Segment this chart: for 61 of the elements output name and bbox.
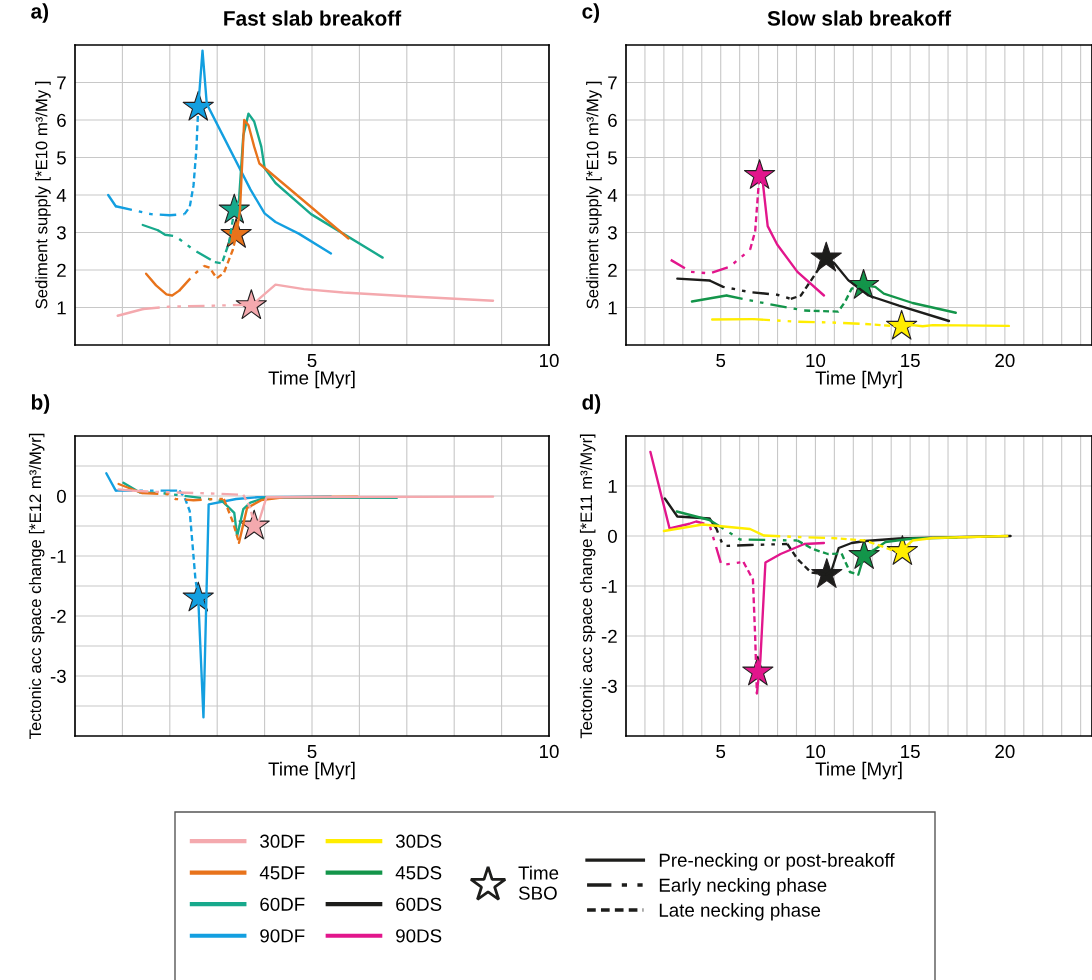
y-tick-label: 0 [56, 489, 66, 503]
y-tick-label: 5 [607, 151, 617, 165]
x-tick-label: 20 [995, 353, 1015, 368]
legend-label: 90DF [260, 929, 305, 943]
legend-label: Pre-necking or post-breakoff [659, 853, 895, 871]
y-tick-label: 1 [608, 479, 617, 493]
y-axis-title: Tectonic acc space change [*E12 m³/Myr] [28, 433, 45, 739]
y-tick-label: 3 [607, 226, 617, 240]
x-tick-label: 15 [901, 745, 920, 759]
legend-label: 45DF [259, 866, 305, 880]
x-tick-label: 10 [540, 353, 559, 368]
x-axis-title: Time [Myr] [268, 761, 355, 780]
y-axis-title: Sediment supply [*E10 m³/My ] [586, 81, 602, 309]
legend-label: 30DS [395, 834, 442, 848]
legend-label: 30DF [260, 834, 305, 848]
y-tick-label: 6 [608, 113, 617, 127]
y-tick-label: 2 [57, 263, 66, 277]
text: a) [31, 3, 49, 23]
legend-label: 60DS [396, 897, 442, 911]
legend-label: 45DS [395, 866, 442, 880]
x-axis-title: Time [Myr] [815, 370, 902, 389]
legend-label: 90DS [396, 929, 442, 943]
chart-title: Fast slab breakoff [224, 10, 402, 26]
y-tick-label: 2 [608, 263, 617, 277]
x-tick-label: 15 [901, 354, 920, 368]
y-tick-label: -1 [601, 579, 617, 593]
legend-label: Early necking phase [659, 878, 827, 896]
y-axis-title: Sediment supply [*E10 m³/My ] [35, 81, 51, 309]
y-tick-label: -2 [601, 629, 617, 643]
y-tick-label: 7 [608, 76, 617, 90]
y-axis-title: Tectonic acc space change [*E11 m³/Myr] [579, 434, 596, 739]
y-tick-label: 7 [57, 76, 66, 90]
x-tick-label: 10 [806, 353, 826, 368]
y-tick-label: 1 [608, 301, 617, 315]
y-tick-label: 4 [607, 188, 618, 202]
y-tick-label: -3 [50, 669, 66, 683]
x-tick-label: 5 [307, 745, 317, 759]
legend-label: Time SBO [518, 865, 559, 900]
legend-label: 60DF [260, 897, 305, 911]
x-tick-label: 10 [540, 744, 559, 759]
text: b) [31, 394, 50, 414]
y-tick-label: -3 [601, 679, 617, 693]
legend-label: Late necking phase [659, 903, 821, 921]
y-tick-label: 6 [57, 113, 66, 127]
y-tick-label: 0 [607, 529, 617, 543]
y-tick-label: -1 [50, 549, 66, 563]
y-tick-label: 4 [56, 188, 67, 202]
x-axis-title: Time [Myr] [815, 761, 902, 780]
x-tick-label: 5 [716, 745, 726, 759]
y-tick-label: 1 [57, 301, 66, 315]
text: c) [582, 3, 600, 23]
y-tick-label: 3 [56, 226, 66, 240]
chart-title: Slow slab breakoff [767, 10, 952, 26]
y-tick-label: -2 [50, 609, 66, 623]
text: d) [582, 394, 601, 414]
x-tick-label: 10 [806, 744, 826, 759]
x-tick-label: 20 [995, 744, 1015, 759]
x-tick-label: 5 [307, 354, 317, 368]
y-tick-label: 5 [56, 151, 66, 165]
x-axis-title: Time [Myr] [268, 370, 355, 389]
x-tick-label: 5 [716, 354, 726, 368]
